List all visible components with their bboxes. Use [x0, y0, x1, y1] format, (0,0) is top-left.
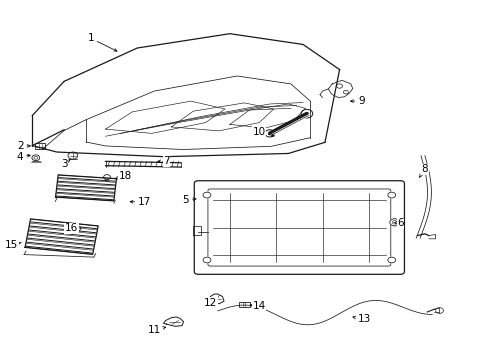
Circle shape	[435, 308, 443, 314]
Circle shape	[103, 175, 110, 180]
Text: 3: 3	[61, 159, 70, 169]
Text: 17: 17	[130, 197, 151, 207]
Text: 14: 14	[250, 301, 265, 311]
Polygon shape	[209, 294, 224, 304]
Polygon shape	[163, 317, 183, 326]
Circle shape	[387, 192, 395, 198]
Text: 6: 6	[393, 218, 403, 228]
Circle shape	[203, 257, 210, 263]
Text: 5: 5	[183, 195, 196, 205]
Text: 10: 10	[252, 127, 274, 136]
Text: 12: 12	[203, 298, 217, 308]
Circle shape	[32, 155, 40, 161]
Text: 7: 7	[158, 156, 169, 166]
Text: 18: 18	[115, 171, 131, 181]
Circle shape	[68, 152, 78, 159]
Circle shape	[387, 257, 395, 263]
Text: 16: 16	[64, 224, 78, 233]
Circle shape	[301, 109, 312, 118]
Text: 15: 15	[5, 240, 21, 250]
Circle shape	[389, 219, 399, 226]
Text: 1: 1	[87, 33, 117, 51]
Circle shape	[203, 192, 210, 198]
Text: 2: 2	[17, 141, 30, 151]
Text: 8: 8	[419, 164, 427, 177]
Text: 4: 4	[17, 152, 30, 162]
Text: 13: 13	[352, 314, 370, 324]
Circle shape	[264, 130, 274, 137]
Text: 9: 9	[350, 96, 364, 106]
Text: 11: 11	[147, 325, 165, 335]
